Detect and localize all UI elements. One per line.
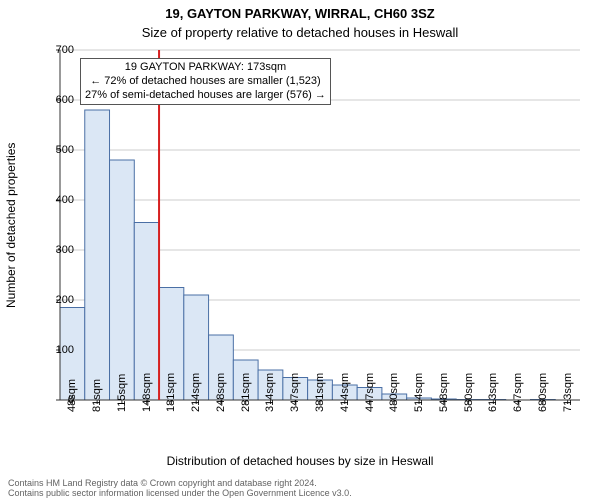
y-axis-label: Number of detached properties — [4, 142, 18, 307]
annotation-line2: ← 72% of detached houses are smaller (1,… — [85, 75, 326, 89]
y-tick-label: 400 — [34, 194, 74, 206]
y-tick-label: 300 — [34, 244, 74, 256]
histogram-bar — [85, 110, 110, 400]
y-tick-label: 700 — [34, 44, 74, 56]
chart-title-line1: 19, GAYTON PARKWAY, WIRRAL, CH60 3SZ — [0, 6, 600, 21]
chart-title-line2: Size of property relative to detached ho… — [0, 25, 600, 40]
footer-line1: Contains HM Land Registry data © Crown c… — [8, 478, 352, 488]
footer-attribution: Contains HM Land Registry data © Crown c… — [8, 478, 352, 498]
chart-container: 19, GAYTON PARKWAY, WIRRAL, CH60 3SZ Siz… — [0, 0, 600, 500]
footer-line2: Contains public sector information licen… — [8, 488, 352, 498]
annotation-line1: 19 GAYTON PARKWAY: 173sqm — [85, 61, 326, 75]
annotation-box: 19 GAYTON PARKWAY: 173sqm ← 72% of detac… — [80, 58, 331, 105]
histogram-bar — [110, 160, 135, 400]
annotation-line3: 27% of semi-detached houses are larger (… — [85, 89, 326, 103]
y-tick-label: 100 — [34, 344, 74, 356]
x-axis-label: Distribution of detached houses by size … — [0, 454, 600, 468]
y-tick-label: 200 — [34, 294, 74, 306]
y-tick-label: 600 — [34, 94, 74, 106]
y-tick-label: 500 — [34, 144, 74, 156]
